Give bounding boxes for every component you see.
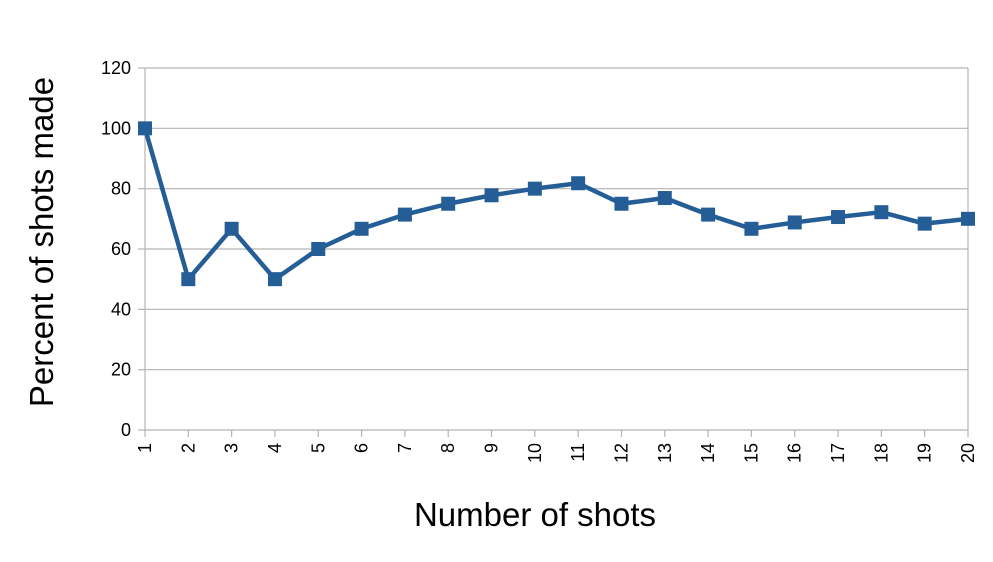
data-point-marker	[441, 196, 456, 211]
data-point-marker	[657, 191, 672, 206]
data-point-marker	[354, 221, 369, 236]
x-tick-label: 9	[482, 443, 502, 453]
x-tick-label: 11	[568, 443, 588, 462]
y-tick-label: 80	[111, 179, 131, 199]
x-tick-label: 19	[915, 443, 935, 463]
x-tick-label: 7	[395, 443, 415, 453]
axes	[138, 67, 969, 437]
data-point-marker	[397, 207, 412, 222]
data-point-marker	[701, 207, 716, 222]
gridlines	[145, 67, 968, 431]
x-tick-label: 15	[741, 443, 761, 463]
x-tick-label: 4	[265, 443, 285, 453]
data-point-marker	[527, 181, 542, 196]
data-point-marker	[181, 272, 196, 287]
x-tick-label: 17	[828, 443, 848, 463]
y-tick-label: 60	[111, 239, 131, 259]
x-tick-label: 14	[698, 443, 718, 463]
series-layer	[138, 121, 975, 287]
x-tick-label: 1	[135, 443, 155, 453]
y-tick-labels: 0 20 40 60 80 100 120	[101, 58, 131, 440]
data-point-marker	[571, 176, 586, 191]
y-tick-label: 120	[101, 58, 131, 78]
y-axis-title: Percent of shots made	[23, 77, 60, 407]
x-tick-label: 12	[611, 443, 631, 463]
data-point-marker	[311, 242, 326, 256]
data-point-marker	[917, 216, 932, 231]
y-tick-label: 20	[111, 360, 131, 380]
data-point-marker	[484, 188, 499, 203]
data-point-marker	[138, 121, 152, 136]
data-point-marker	[831, 210, 846, 225]
x-tick-label: 5	[308, 443, 328, 453]
y-tick-label: 100	[101, 118, 131, 138]
data-point-marker	[961, 211, 975, 226]
x-tick-label: 3	[222, 443, 242, 453]
series-line	[142, 126, 971, 282]
data-point-marker	[267, 272, 282, 287]
y-tick-label: 0	[121, 420, 131, 440]
x-tick-label: 2	[178, 443, 198, 453]
x-tick-label: 20	[958, 443, 978, 463]
x-axis-title: Number of shots	[414, 496, 656, 533]
x-tick-label: 13	[655, 443, 675, 463]
data-point-marker	[744, 221, 759, 236]
x-tick-label: 10	[525, 443, 545, 463]
x-tick-labels: 1 2 3 4 5 6 7 8 9 10 11 12 13 14 15 16 17 18 19 20	[135, 443, 978, 463]
x-tick-label: 8	[438, 443, 458, 453]
data-point-marker	[224, 221, 239, 236]
x-tick-label: 16	[785, 443, 805, 463]
data-point-marker	[874, 205, 889, 220]
y-tick-label: 40	[111, 299, 131, 319]
x-tick-label: 6	[352, 443, 372, 453]
data-point-marker	[787, 215, 802, 230]
data-point-marker	[614, 196, 629, 211]
x-tick-label: 18	[871, 443, 891, 463]
